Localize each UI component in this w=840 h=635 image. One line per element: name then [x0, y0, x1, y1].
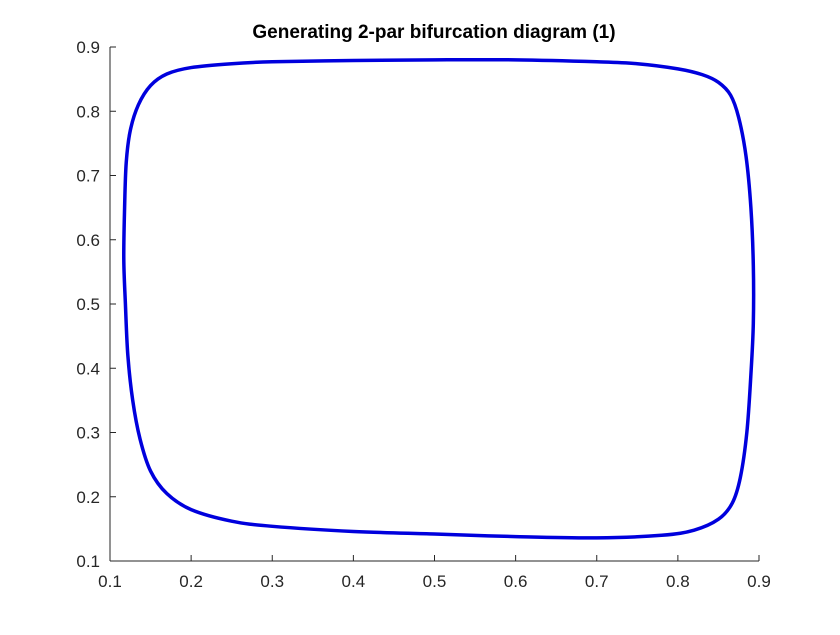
- x-tick-label: 0.4: [342, 572, 366, 591]
- y-tick-label: 0.5: [76, 295, 100, 314]
- x-tick-label: 0.3: [260, 572, 284, 591]
- x-tick-label: 0.9: [747, 572, 771, 591]
- chart-title: Generating 2-par bifurcation diagram (1): [252, 22, 615, 43]
- y-tick-label: 0.4: [76, 359, 100, 378]
- y-tick-label: 0.2: [76, 488, 100, 507]
- series-line: [122, 57, 756, 540]
- x-tick-label: 0.1: [98, 572, 122, 591]
- y-tick-label: 0.7: [76, 167, 100, 186]
- x-tick-label: 0.2: [179, 572, 203, 591]
- x-tick-label: 0.8: [666, 572, 690, 591]
- x-tick-label: 0.5: [423, 572, 447, 591]
- axes: 0.1 0.2 0.3 0.4 0.5 0.6 0.7 0.8 0.9 0.1 0.2 0.3 0.4 0…: [76, 38, 770, 591]
- y-tick-label: 0.1: [76, 552, 100, 571]
- y-tick-label: 0.8: [76, 102, 100, 121]
- series-layer: [122, 57, 756, 540]
- y-tick-label: 0.9: [76, 38, 100, 57]
- y-tick-label: 0.6: [76, 231, 100, 250]
- x-tick-label: 0.6: [504, 572, 528, 591]
- y-tick-label: 0.3: [76, 424, 100, 443]
- x-tick-label: 0.7: [585, 572, 609, 591]
